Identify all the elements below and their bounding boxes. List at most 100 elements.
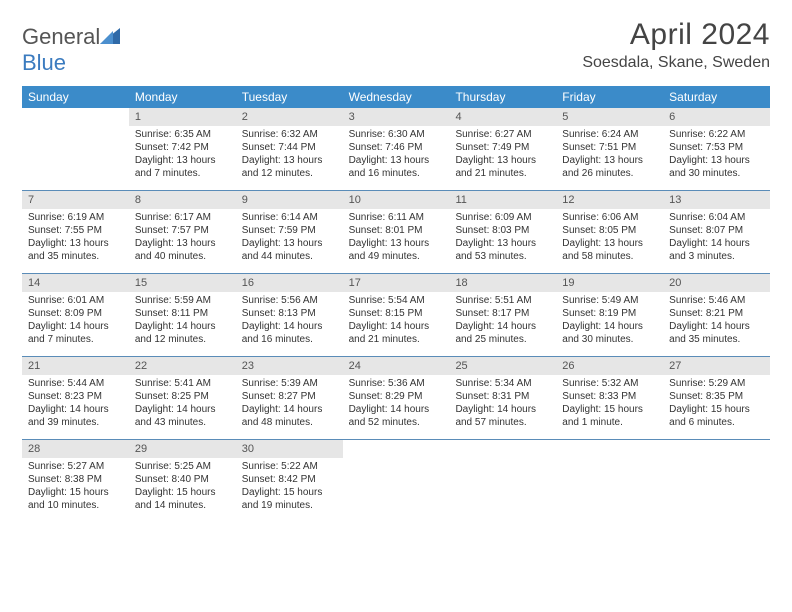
daylight-text: Daylight: 15 hours and 10 minutes.: [28, 486, 123, 512]
day-cell: 8Sunrise: 6:17 AMSunset: 7:57 PMDaylight…: [129, 191, 236, 273]
day-number: 24: [343, 357, 450, 375]
day-body: Sunrise: 5:56 AMSunset: 8:13 PMDaylight:…: [236, 292, 343, 350]
day-body: [343, 458, 450, 464]
week-row: 21Sunrise: 5:44 AMSunset: 8:23 PMDayligh…: [22, 357, 770, 440]
daylight-text: Daylight: 13 hours and 35 minutes.: [28, 237, 123, 263]
sunset-text: Sunset: 8:03 PM: [455, 224, 550, 237]
sunset-text: Sunset: 8:01 PM: [349, 224, 444, 237]
header: General Blue April 2024 Soesdala, Skane,…: [22, 18, 770, 76]
weekday-header: Monday: [129, 86, 236, 108]
day-body: Sunrise: 6:04 AMSunset: 8:07 PMDaylight:…: [663, 209, 770, 267]
sunrise-text: Sunrise: 6:14 AM: [242, 211, 337, 224]
day-cell: 26Sunrise: 5:32 AMSunset: 8:33 PMDayligh…: [556, 357, 663, 439]
sunset-text: Sunset: 8:13 PM: [242, 307, 337, 320]
sunrise-text: Sunrise: 5:34 AM: [455, 377, 550, 390]
day-number: [556, 440, 663, 458]
day-body: Sunrise: 6:27 AMSunset: 7:49 PMDaylight:…: [449, 126, 556, 184]
day-number: 4: [449, 108, 556, 126]
sunset-text: Sunset: 8:05 PM: [562, 224, 657, 237]
sunrise-text: Sunrise: 5:29 AM: [669, 377, 764, 390]
day-cell: 12Sunrise: 6:06 AMSunset: 8:05 PMDayligh…: [556, 191, 663, 273]
day-number: 7: [22, 191, 129, 209]
day-cell: 30Sunrise: 5:22 AMSunset: 8:42 PMDayligh…: [236, 440, 343, 522]
day-number: [22, 108, 129, 126]
sunset-text: Sunset: 7:55 PM: [28, 224, 123, 237]
daylight-text: Daylight: 14 hours and 12 minutes.: [135, 320, 230, 346]
weekday-header: Sunday: [22, 86, 129, 108]
sunset-text: Sunset: 7:46 PM: [349, 141, 444, 154]
day-number: 5: [556, 108, 663, 126]
day-body: Sunrise: 5:49 AMSunset: 8:19 PMDaylight:…: [556, 292, 663, 350]
weekday-header-row: SundayMondayTuesdayWednesdayThursdayFrid…: [22, 86, 770, 108]
day-cell: 27Sunrise: 5:29 AMSunset: 8:35 PMDayligh…: [663, 357, 770, 439]
sunrise-text: Sunrise: 5:22 AM: [242, 460, 337, 473]
sunset-text: Sunset: 7:49 PM: [455, 141, 550, 154]
day-number: 2: [236, 108, 343, 126]
day-number: 6: [663, 108, 770, 126]
day-body: Sunrise: 6:30 AMSunset: 7:46 PMDaylight:…: [343, 126, 450, 184]
day-cell: [663, 440, 770, 522]
day-body: Sunrise: 6:06 AMSunset: 8:05 PMDaylight:…: [556, 209, 663, 267]
sunrise-text: Sunrise: 5:27 AM: [28, 460, 123, 473]
day-body: [449, 458, 556, 464]
sunset-text: Sunset: 8:23 PM: [28, 390, 123, 403]
day-body: Sunrise: 5:41 AMSunset: 8:25 PMDaylight:…: [129, 375, 236, 433]
day-body: Sunrise: 5:46 AMSunset: 8:21 PMDaylight:…: [663, 292, 770, 350]
sunset-text: Sunset: 8:33 PM: [562, 390, 657, 403]
sunrise-text: Sunrise: 6:04 AM: [669, 211, 764, 224]
day-number: 29: [129, 440, 236, 458]
day-cell: 6Sunrise: 6:22 AMSunset: 7:53 PMDaylight…: [663, 108, 770, 190]
weekday-header: Thursday: [449, 86, 556, 108]
daylight-text: Daylight: 13 hours and 12 minutes.: [242, 154, 337, 180]
day-body: [22, 126, 129, 132]
brand-name-part2: Blue: [22, 50, 66, 75]
day-number: 8: [129, 191, 236, 209]
day-body: Sunrise: 6:32 AMSunset: 7:44 PMDaylight:…: [236, 126, 343, 184]
day-body: Sunrise: 5:44 AMSunset: 8:23 PMDaylight:…: [22, 375, 129, 433]
day-cell: [22, 108, 129, 190]
day-body: Sunrise: 6:17 AMSunset: 7:57 PMDaylight:…: [129, 209, 236, 267]
day-number: 15: [129, 274, 236, 292]
sunrise-text: Sunrise: 5:46 AM: [669, 294, 764, 307]
day-body: Sunrise: 5:22 AMSunset: 8:42 PMDaylight:…: [236, 458, 343, 516]
day-cell: 5Sunrise: 6:24 AMSunset: 7:51 PMDaylight…: [556, 108, 663, 190]
sunrise-text: Sunrise: 6:01 AM: [28, 294, 123, 307]
day-number: 23: [236, 357, 343, 375]
day-body: Sunrise: 6:35 AMSunset: 7:42 PMDaylight:…: [129, 126, 236, 184]
day-body: Sunrise: 6:01 AMSunset: 8:09 PMDaylight:…: [22, 292, 129, 350]
day-cell: 10Sunrise: 6:11 AMSunset: 8:01 PMDayligh…: [343, 191, 450, 273]
daylight-text: Daylight: 14 hours and 21 minutes.: [349, 320, 444, 346]
day-body: Sunrise: 6:14 AMSunset: 7:59 PMDaylight:…: [236, 209, 343, 267]
daylight-text: Daylight: 13 hours and 26 minutes.: [562, 154, 657, 180]
month-title: April 2024: [582, 18, 770, 52]
sunrise-text: Sunrise: 6:22 AM: [669, 128, 764, 141]
daylight-text: Daylight: 14 hours and 52 minutes.: [349, 403, 444, 429]
sunrise-text: Sunrise: 5:36 AM: [349, 377, 444, 390]
sunset-text: Sunset: 8:11 PM: [135, 307, 230, 320]
day-body: Sunrise: 5:34 AMSunset: 8:31 PMDaylight:…: [449, 375, 556, 433]
sunrise-text: Sunrise: 6:35 AM: [135, 128, 230, 141]
sunset-text: Sunset: 7:44 PM: [242, 141, 337, 154]
day-cell: 23Sunrise: 5:39 AMSunset: 8:27 PMDayligh…: [236, 357, 343, 439]
sunrise-text: Sunrise: 5:39 AM: [242, 377, 337, 390]
day-cell: 22Sunrise: 5:41 AMSunset: 8:25 PMDayligh…: [129, 357, 236, 439]
day-cell: [343, 440, 450, 522]
sunrise-text: Sunrise: 5:51 AM: [455, 294, 550, 307]
daylight-text: Daylight: 15 hours and 1 minute.: [562, 403, 657, 429]
day-cell: 11Sunrise: 6:09 AMSunset: 8:03 PMDayligh…: [449, 191, 556, 273]
day-body: Sunrise: 6:19 AMSunset: 7:55 PMDaylight:…: [22, 209, 129, 267]
day-number: 12: [556, 191, 663, 209]
weekday-header: Saturday: [663, 86, 770, 108]
sunrise-text: Sunrise: 5:49 AM: [562, 294, 657, 307]
daylight-text: Daylight: 14 hours and 25 minutes.: [455, 320, 550, 346]
day-number: [343, 440, 450, 458]
daylight-text: Daylight: 15 hours and 6 minutes.: [669, 403, 764, 429]
day-body: Sunrise: 5:25 AMSunset: 8:40 PMDaylight:…: [129, 458, 236, 516]
daylight-text: Daylight: 14 hours and 48 minutes.: [242, 403, 337, 429]
sunrise-text: Sunrise: 6:11 AM: [349, 211, 444, 224]
day-body: Sunrise: 5:39 AMSunset: 8:27 PMDaylight:…: [236, 375, 343, 433]
day-number: 14: [22, 274, 129, 292]
sunrise-text: Sunrise: 6:19 AM: [28, 211, 123, 224]
day-cell: 3Sunrise: 6:30 AMSunset: 7:46 PMDaylight…: [343, 108, 450, 190]
day-number: 13: [663, 191, 770, 209]
